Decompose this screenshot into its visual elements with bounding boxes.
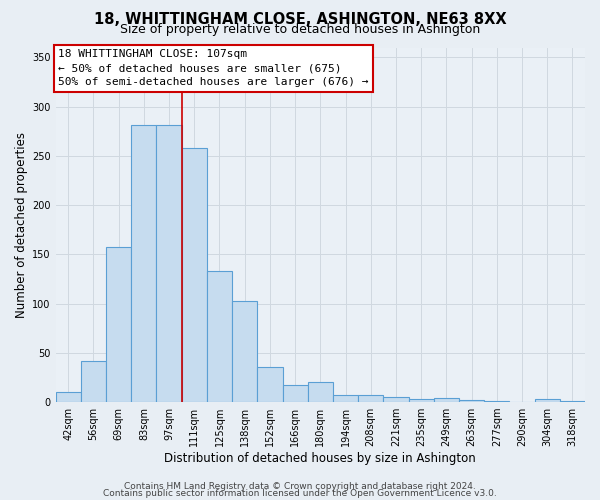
Bar	[81, 360, 106, 402]
Bar	[106, 248, 131, 402]
Bar	[333, 395, 358, 402]
Bar	[308, 382, 333, 402]
X-axis label: Distribution of detached houses by size in Ashington: Distribution of detached houses by size …	[164, 452, 476, 465]
Bar	[383, 397, 409, 402]
Bar	[409, 399, 434, 402]
Bar	[484, 401, 509, 402]
Y-axis label: Number of detached properties: Number of detached properties	[15, 132, 28, 318]
Text: 18 WHITTINGHAM CLOSE: 107sqm
← 50% of detached houses are smaller (675)
50% of s: 18 WHITTINGHAM CLOSE: 107sqm ← 50% of de…	[58, 50, 369, 88]
Bar	[232, 300, 257, 402]
Bar	[535, 399, 560, 402]
Bar	[459, 400, 484, 402]
Bar	[131, 126, 157, 402]
Text: Size of property relative to detached houses in Ashington: Size of property relative to detached ho…	[120, 22, 480, 36]
Bar	[257, 366, 283, 402]
Bar	[182, 148, 207, 402]
Bar	[207, 271, 232, 402]
Bar	[56, 392, 81, 402]
Bar	[157, 126, 182, 402]
Bar	[358, 395, 383, 402]
Text: 18, WHITTINGHAM CLOSE, ASHINGTON, NE63 8XX: 18, WHITTINGHAM CLOSE, ASHINGTON, NE63 8…	[94, 12, 506, 28]
Text: Contains HM Land Registry data © Crown copyright and database right 2024.: Contains HM Land Registry data © Crown c…	[124, 482, 476, 491]
Bar	[434, 398, 459, 402]
Bar	[560, 401, 585, 402]
Bar	[283, 386, 308, 402]
Text: Contains public sector information licensed under the Open Government Licence v3: Contains public sector information licen…	[103, 488, 497, 498]
